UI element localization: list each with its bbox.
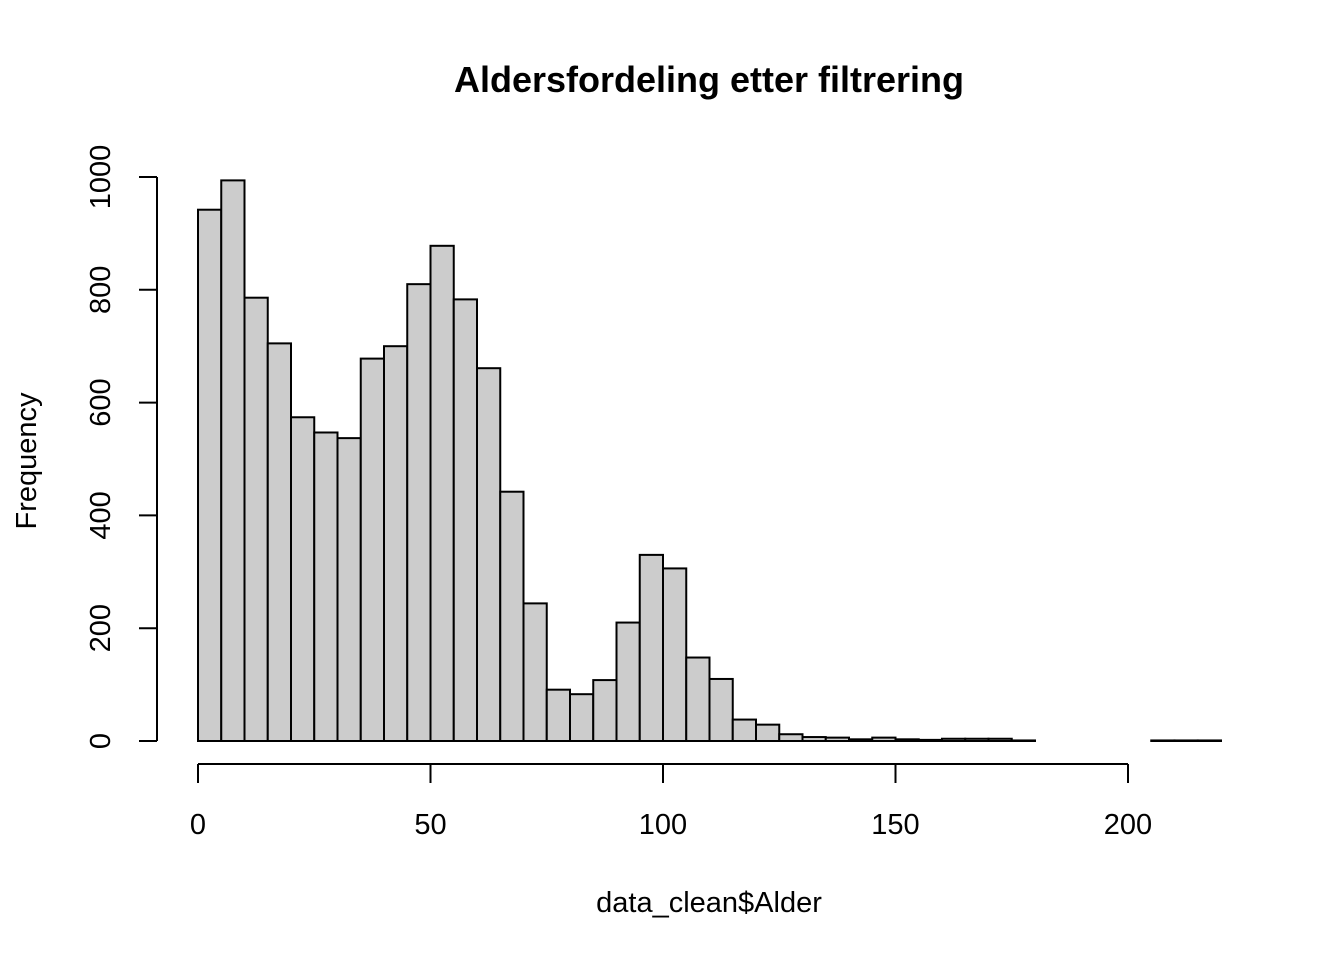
- y-tick-label: 800: [85, 266, 117, 314]
- histogram-bar: [1150, 739, 1176, 742]
- chart-title: Aldersfordeling etter filtrering: [454, 59, 964, 100]
- histogram-bar: [755, 723, 781, 742]
- histogram-bar: [476, 367, 502, 742]
- histogram-bar: [1196, 739, 1222, 742]
- histogram-bar: [197, 208, 223, 743]
- histogram-bar: [1173, 739, 1199, 742]
- histogram-bar: [220, 179, 246, 743]
- histogram-bar: [313, 431, 339, 742]
- y-tick-label: 0: [85, 733, 117, 749]
- y-axis-label: Frequency: [11, 392, 43, 530]
- x-tick-label: 200: [1104, 809, 1152, 841]
- histogram-bar: [987, 737, 1013, 743]
- bars-group: [197, 179, 1222, 743]
- histogram-bar: [917, 738, 943, 743]
- histogram-bar: [778, 733, 804, 742]
- x-tick-label: 150: [871, 809, 919, 841]
- x-axis-label: data_clean$Alder: [596, 887, 822, 919]
- histogram-bar: [499, 490, 525, 742]
- x-tick-label: 0: [190, 809, 206, 841]
- histogram-bar: [638, 553, 664, 742]
- y-ticks-group: 0 200 400 600 800 1000: [85, 145, 157, 749]
- histogram-bar: [429, 244, 455, 742]
- histogram-bar: [801, 736, 827, 743]
- histogram-bar: [615, 621, 641, 742]
- histogram-bar: [290, 416, 316, 742]
- histogram-bar: [383, 345, 409, 742]
- histogram-bar: [731, 718, 757, 742]
- histogram-bar: [1010, 739, 1036, 742]
- histogram-bar: [592, 679, 618, 743]
- y-tick-label: 400: [85, 491, 117, 539]
- histogram-bar: [359, 357, 385, 742]
- histogram-bar: [848, 738, 874, 742]
- histogram-bar: [266, 342, 292, 742]
- histogram-bar: [662, 567, 688, 743]
- histogram-bar: [545, 688, 571, 743]
- x-ticks-group: 0 50 100 150 200: [190, 764, 1152, 841]
- histogram-bar: [336, 437, 362, 742]
- histogram-bar: [941, 737, 967, 743]
- histogram-bar: [452, 298, 478, 742]
- histogram-bar: [894, 738, 920, 742]
- histogram-bar: [824, 736, 850, 743]
- histogram-bar: [522, 602, 548, 742]
- y-tick-label: 600: [85, 378, 117, 426]
- histogram-bar: [569, 693, 595, 742]
- x-tick-label: 100: [639, 809, 687, 841]
- histogram-bar: [871, 736, 897, 743]
- y-tick-label: 1000: [85, 145, 117, 210]
- histogram-bar: [964, 737, 990, 743]
- histogram-bar: [406, 283, 432, 742]
- x-tick-label: 50: [414, 809, 446, 841]
- histogram-bar: [685, 656, 711, 743]
- histogram-bar: [708, 677, 734, 743]
- y-tick-label: 200: [85, 604, 117, 652]
- histogram-bar: [243, 296, 269, 742]
